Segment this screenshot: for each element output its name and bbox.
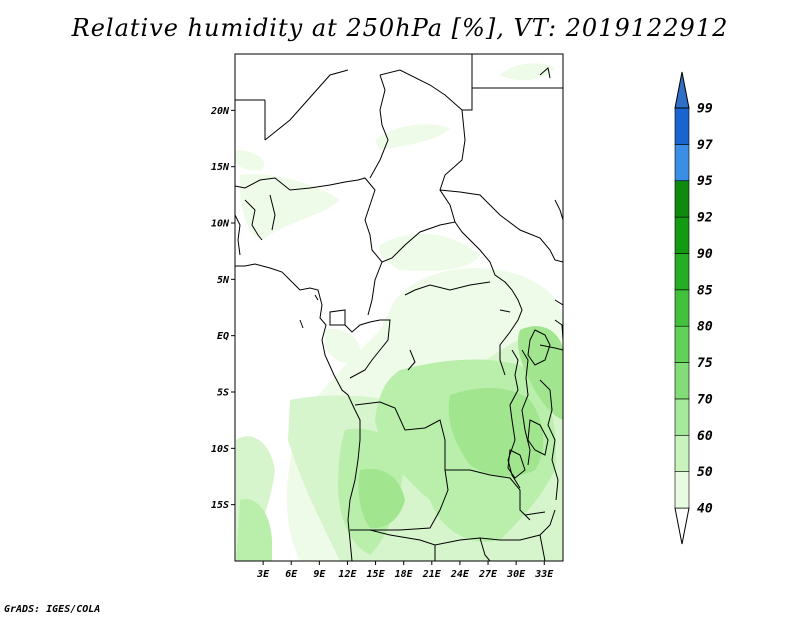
colorbar-label: 90 [697,247,713,262]
rh-40-50-area [500,63,555,81]
colorbar-label: 85 [697,283,713,298]
rh-40-50-area [239,174,340,240]
humidity-field [235,63,563,561]
map-title: Relative humidity at 250hPa [%], VT: 201… [71,14,729,42]
colorbar-segment [674,471,690,509]
colorbar-segment [674,289,690,327]
country-boundaries [235,54,563,561]
lon-tick-label: 18E [395,569,414,580]
map-frame [234,53,564,562]
lat-tick-label: 10N [211,219,230,230]
rh-40-50-area [325,329,361,364]
colorbar-label: 92 [697,211,713,226]
colorbar-lower-triangle [674,507,690,545]
colorbar-label: 99 [697,102,713,117]
colorbar-label: 70 [697,392,713,407]
lat-tick-label: 15S [211,500,229,511]
rh-40-50-area [235,150,265,171]
lat-tick-label: 15N [211,162,230,173]
colorbar-upper-triangle [674,71,690,109]
colorbar-label: 75 [697,356,713,371]
colorbar-segment [674,362,690,400]
lon-tick-label: 6E [285,569,298,580]
colorbar-segment [674,216,690,254]
colorbar-label: 95 [697,174,713,189]
lat-tick-label: 5N [217,275,230,286]
colorbar-label: 80 [697,320,713,335]
lon-tick-label: 9E [313,569,326,580]
colorbar-segment [674,253,690,291]
colorbar-label: 40 [697,502,713,517]
latitude-axis: 20N 15N 10N 5N EQ 5S 10S 15S [210,106,235,511]
lon-tick-label: 15E [367,569,386,580]
colorbar-segment [674,434,690,472]
lat-tick-label: 5S [217,388,229,399]
colorbar-label: 97 [697,138,713,153]
rh-40-50-area [375,124,450,150]
lon-tick-label: 12E [338,569,357,580]
colorbar-segment [674,325,690,363]
colorbar-segment [674,398,690,436]
colorbar-segment [674,144,690,182]
lon-tick-label: 3E [256,569,270,580]
lat-tick-label: EQ [217,331,229,342]
lon-tick-label: 27E [478,569,498,580]
colorbar-label: 60 [697,429,713,444]
grads-credit: GrADS: IGES/COLA [4,604,101,615]
rh-70-75-area [358,468,405,529]
colorbar-segment [674,107,690,145]
longitude-axis: 3E 6E 9E 12E 15E 18E 21E 24E 27E 30E 33E [256,561,554,580]
colorbar-segment [674,180,690,218]
lat-tick-label: 20N [210,106,230,117]
lon-tick-label: 33E [534,569,554,580]
rh-60-70-area [236,499,272,561]
lon-tick-label: 24E [450,569,470,580]
rh-40-50-area [379,233,480,271]
lon-tick-label: 30E [506,569,526,580]
lat-tick-label: 10S [211,444,229,455]
colorbar: 40 50 60 70 75 80 85 90 92 95 97 99 [674,71,713,545]
colorbar-label: 50 [697,465,713,480]
lon-tick-label: 21E [422,569,442,580]
